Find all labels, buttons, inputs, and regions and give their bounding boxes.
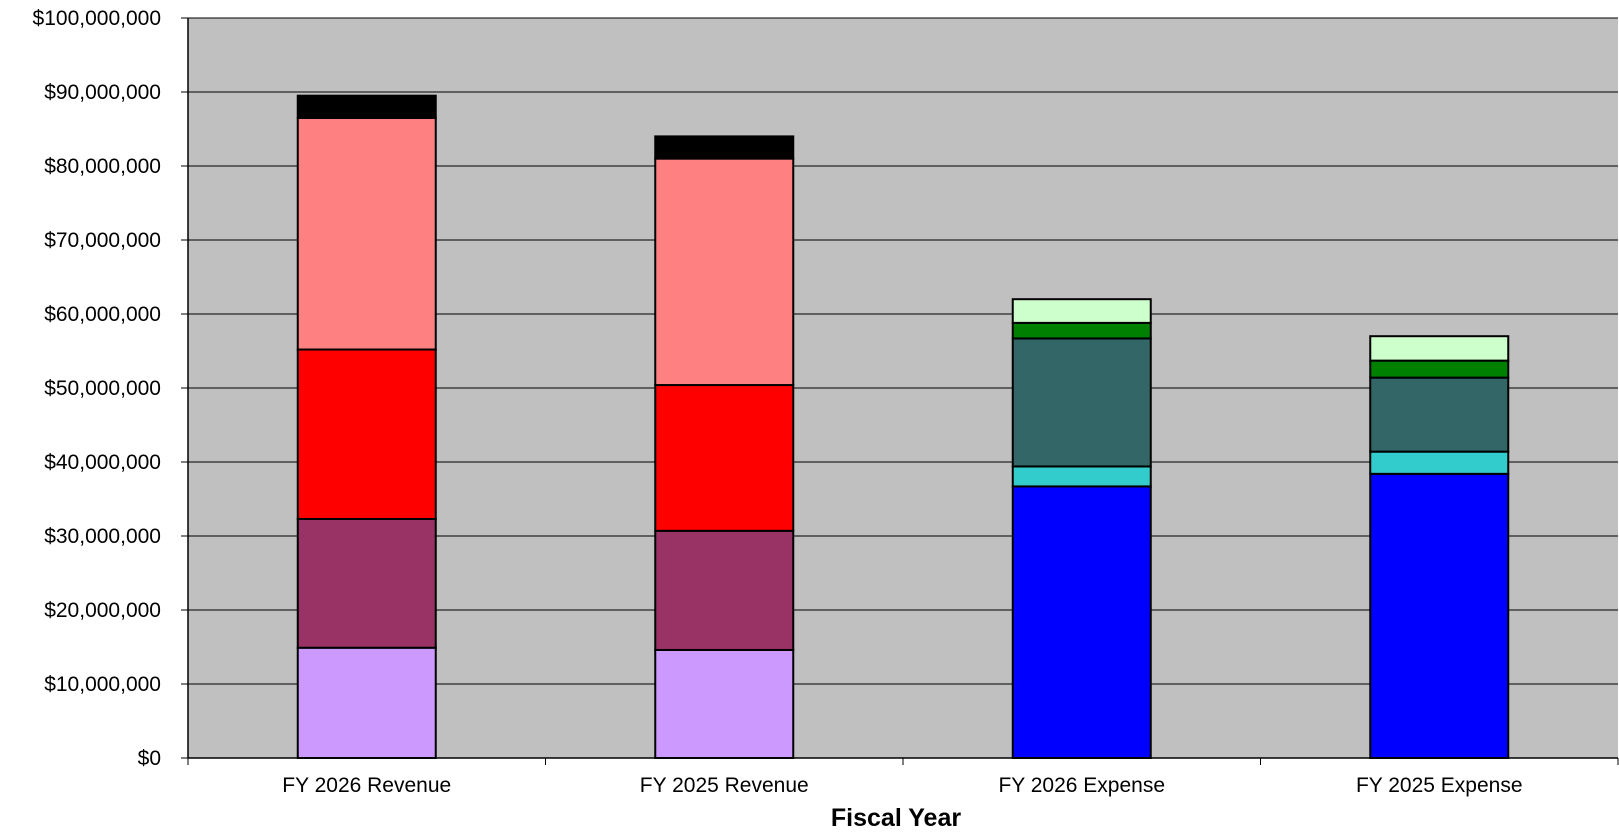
y-tick-labels: $0 $10,000,000 $20,000,000 $30,000,000 $40,0… bbox=[33, 7, 161, 770]
x-tick-labels: FY 2026 Revenue FY 2025 Revenue FY 2026 Ex… bbox=[282, 774, 1522, 797]
bar-segment bbox=[1011, 321, 1152, 340]
bar-segment bbox=[296, 348, 437, 520]
y-tick-label: $80,000,000 bbox=[44, 155, 161, 178]
bar-segment bbox=[1369, 335, 1510, 362]
axes bbox=[181, 17, 1619, 765]
bar-segment bbox=[1011, 465, 1152, 488]
x-tick-label: FY 2026 Expense bbox=[998, 774, 1165, 797]
bar-segment bbox=[296, 94, 437, 119]
bar-segment bbox=[654, 648, 795, 760]
y-tick-label: $90,000,000 bbox=[44, 81, 161, 104]
y-tick-label: $10,000,000 bbox=[44, 673, 161, 696]
bar-segment bbox=[1369, 359, 1510, 379]
x-tick-label: FY 2025 Expense bbox=[1356, 774, 1523, 797]
x-tick-label: FY 2026 Revenue bbox=[282, 774, 451, 797]
y-tick-label: $60,000,000 bbox=[44, 303, 161, 326]
y-tick-label: $0 bbox=[138, 747, 161, 770]
bar-segment bbox=[1011, 337, 1152, 468]
bars bbox=[296, 94, 1510, 760]
bar-segment bbox=[1369, 376, 1510, 453]
bar-segment bbox=[1011, 298, 1152, 324]
y-tick-label: $100,000,000 bbox=[33, 7, 161, 30]
y-tick-label: $70,000,000 bbox=[44, 229, 161, 252]
bar-segment bbox=[1369, 450, 1510, 475]
y-tick-label: $50,000,000 bbox=[44, 377, 161, 400]
bar-segment bbox=[654, 135, 795, 160]
bar-segment bbox=[654, 157, 795, 387]
x-axis-title: Fiscal Year bbox=[831, 804, 961, 832]
bar-segment bbox=[296, 517, 437, 649]
y-tick-label: $40,000,000 bbox=[44, 451, 161, 474]
x-tick-label: FY 2025 Revenue bbox=[640, 774, 809, 797]
bar-segment bbox=[654, 529, 795, 651]
bar-segment bbox=[1011, 485, 1152, 759]
bar-segment bbox=[296, 116, 437, 351]
bar-segment bbox=[654, 384, 795, 532]
y-tick-label: $30,000,000 bbox=[44, 525, 161, 548]
bar-segment bbox=[296, 646, 437, 759]
y-tick-label: $20,000,000 bbox=[44, 599, 161, 622]
bar-segment bbox=[1369, 472, 1510, 759]
